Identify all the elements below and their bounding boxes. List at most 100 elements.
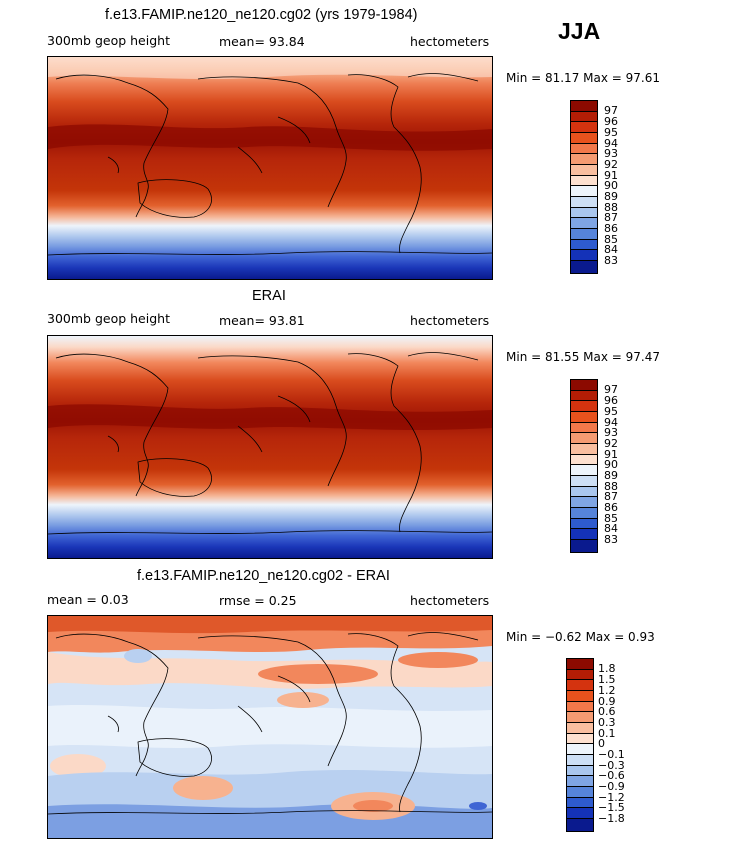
colorbar-swatch [567,691,593,702]
colorbar-tick-label: 85 [604,233,618,246]
colorbar-tick-label: 86 [604,501,618,514]
colorbar-swatch [571,208,597,218]
colorbar-swatch [571,229,597,240]
colorbar-swatch [571,176,597,186]
colorbar-tick-label: 84 [604,522,618,535]
colorbar-tick-label: −0.1 [598,748,625,761]
colorbar-swatch [571,240,597,250]
map-svg [48,616,492,838]
colorbar-tick-label: −0.9 [598,780,625,793]
colorbar-swatch [571,165,597,176]
colorbar-tick-label: 92 [604,437,618,450]
colorbar-tick-label: 91 [604,448,618,461]
minmax-label: Min = −0.62 Max = 0.93 [506,630,655,644]
colorbar-swatch [571,529,597,540]
panel-title: f.e13.FAMIP.ne120_ne120.cg02 (yrs 1979-1… [105,7,418,23]
colorbar-swatch [567,819,593,831]
colorbar-tick-label: 86 [604,222,618,235]
colorbar-swatch [571,218,597,229]
colorbar-tick-label: 88 [604,201,618,214]
minmax-label: Min = 81.17 Max = 97.61 [506,71,660,85]
colorbar-swatch [567,755,593,766]
colorbar-swatch [571,465,597,476]
colorbar-swatch [571,144,597,154]
colorbar-tick-label: 85 [604,512,618,525]
colorbar-swatch [567,744,593,755]
colorbar-tick-label: 0.3 [598,716,616,729]
mean-label: mean = 0.03 [47,592,129,607]
colorbar-swatch [567,670,593,680]
colorbar-tick-label: 87 [604,490,618,503]
colorbar-tick-label: 89 [604,190,618,203]
colorbar-swatch [567,712,593,723]
colorbar-swatch [571,261,597,273]
colorbar-swatch [571,101,597,112]
colorbar-swatch [571,497,597,508]
colorbar-swatch [567,734,593,744]
colorbar-tick-label: 90 [604,458,618,471]
colorbar-swatch [571,133,597,144]
colorbar-swatch [571,433,597,444]
colorbar-tick-label: 1.2 [598,684,616,697]
colorbar-tick-label: 1.8 [598,662,616,675]
colorbar-swatch [571,487,597,497]
mean-label: mean= 93.81 [219,313,305,328]
colorbar-swatch [571,519,597,529]
colorbar-tick-label: 93 [604,426,618,439]
mean-label: mean= 93.84 [219,34,305,49]
colorbar-swatch [567,766,593,776]
colorbar-swatch [571,476,597,487]
map-plot [47,615,493,839]
colorbar [566,658,594,832]
rmse-label: rmse = 0.25 [219,593,297,608]
colorbar-tick-label: −1.2 [598,791,625,804]
colorbar-tick-label: 0.9 [598,695,616,708]
colorbar-swatch [571,122,597,133]
colorbar-tick-label: 94 [604,137,618,150]
colorbar-tick-label: −0.6 [598,769,625,782]
colorbar-swatch [567,798,593,808]
map-svg [48,336,492,558]
colorbar-swatch [567,723,593,734]
colorbar-tick-label: 1.5 [598,673,616,686]
colorbar-tick-label: 84 [604,243,618,256]
panel-title: ERAI [252,288,286,304]
colorbar-swatch [567,702,593,712]
colorbar-tick-label: 0 [598,737,605,750]
colorbar-swatch [571,112,597,122]
colorbar-swatch [567,808,593,819]
variable-label: 300mb geop height [47,33,170,48]
colorbar-swatch [571,508,597,519]
colorbar-tick-label: 0.6 [598,705,616,718]
panel-title: f.e13.FAMIP.ne120_ne120.cg02 - ERAI [137,568,390,584]
colorbar-tick-label: −1.5 [598,801,625,814]
colorbar-tick-label: 83 [604,254,618,267]
units-label: hectometers [410,593,490,608]
colorbar-swatch [571,455,597,465]
colorbar-tick-label: 0.1 [598,727,616,740]
colorbar-swatch [571,197,597,208]
colorbar-tick-label: 89 [604,469,618,482]
colorbar-swatch [571,444,597,455]
colorbar-tick-label: 96 [604,394,618,407]
colorbar-swatch [571,250,597,261]
colorbar-swatch [567,776,593,787]
colorbar-tick-label: −1.8 [598,812,625,825]
colorbar-tick-label: 95 [604,405,618,418]
colorbar-swatch [571,154,597,165]
map-plot [47,335,493,559]
colorbar-tick-label: 97 [604,104,618,117]
colorbar [570,100,598,274]
colorbar-tick-label: −0.3 [598,759,625,772]
colorbar-tick-label: 83 [604,533,618,546]
colorbar-swatch [567,680,593,691]
colorbar-swatch [571,401,597,412]
colorbar-swatch [571,412,597,423]
colorbar-swatch [571,540,597,552]
map-plot [47,56,493,280]
map-svg [48,57,492,279]
colorbar-tick-label: 92 [604,158,618,171]
colorbar-tick-label: 97 [604,383,618,396]
colorbar-swatch [567,787,593,798]
colorbar-tick-label: 94 [604,416,618,429]
